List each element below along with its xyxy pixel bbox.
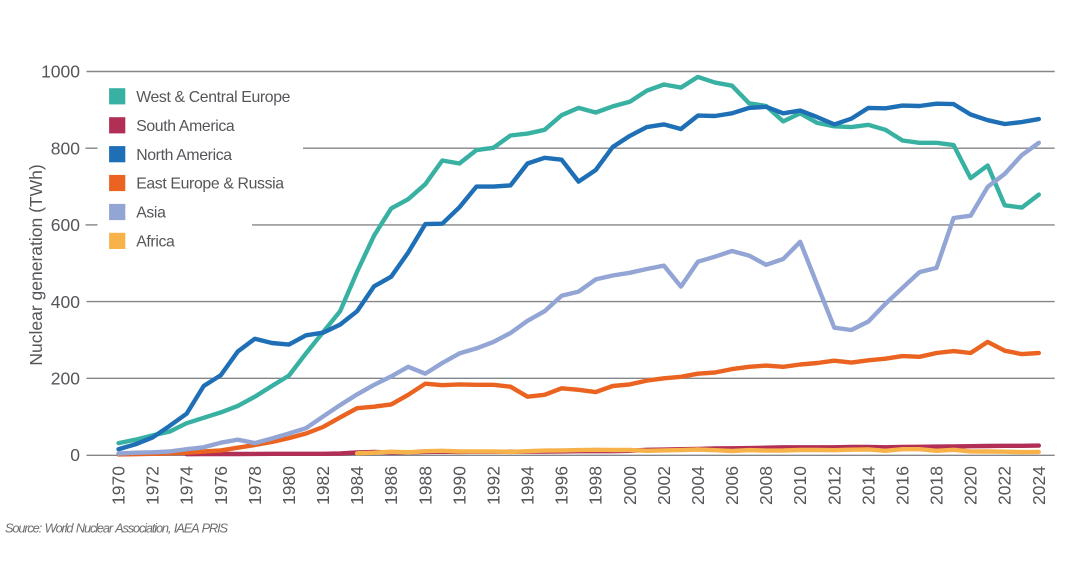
svg-text:600: 600 <box>51 215 80 235</box>
svg-text:Nuclear generation (TWh): Nuclear generation (TWh) <box>26 164 46 365</box>
svg-text:South America: South America <box>136 118 235 135</box>
svg-text:1996: 1996 <box>552 466 572 505</box>
svg-text:2012: 2012 <box>824 466 844 505</box>
svg-text:800: 800 <box>51 138 80 158</box>
svg-text:1998: 1998 <box>586 466 606 505</box>
svg-text:2016: 2016 <box>893 466 913 505</box>
svg-text:2000: 2000 <box>620 466 640 505</box>
svg-text:1992: 1992 <box>483 466 503 505</box>
svg-text:Asia: Asia <box>136 205 166 222</box>
svg-text:2024: 2024 <box>1029 466 1049 505</box>
svg-text:North America: North America <box>136 147 232 164</box>
svg-text:1982: 1982 <box>313 466 333 505</box>
svg-text:2014: 2014 <box>858 466 878 505</box>
svg-text:1990: 1990 <box>449 466 469 505</box>
svg-text:1970: 1970 <box>109 466 129 505</box>
svg-text:1974: 1974 <box>177 466 197 505</box>
svg-text:2018: 2018 <box>927 466 947 505</box>
svg-text:2004: 2004 <box>688 466 708 505</box>
svg-text:1994: 1994 <box>518 466 538 505</box>
svg-text:1980: 1980 <box>279 466 299 505</box>
svg-text:2008: 2008 <box>756 466 776 505</box>
svg-text:Africa: Africa <box>136 234 175 251</box>
svg-text:West & Central Europe: West & Central Europe <box>136 89 290 106</box>
svg-text:1986: 1986 <box>381 466 401 505</box>
svg-text:2022: 2022 <box>995 466 1015 505</box>
svg-text:2002: 2002 <box>654 466 674 505</box>
svg-text:1978: 1978 <box>245 466 265 505</box>
svg-text:Source: World Nuclear Associat: Source: World Nuclear Association, IAEA … <box>5 521 228 536</box>
svg-text:1984: 1984 <box>347 466 367 505</box>
svg-text:2020: 2020 <box>961 466 981 505</box>
svg-text:1972: 1972 <box>143 466 163 505</box>
svg-text:2006: 2006 <box>722 466 742 505</box>
svg-text:2010: 2010 <box>790 466 810 505</box>
svg-text:1988: 1988 <box>415 466 435 505</box>
svg-text:1000: 1000 <box>41 62 80 82</box>
svg-text:East Europe & Russia: East Europe & Russia <box>136 176 284 193</box>
svg-text:1976: 1976 <box>211 466 231 505</box>
svg-text:400: 400 <box>51 292 80 312</box>
svg-text:200: 200 <box>51 369 80 389</box>
svg-text:0: 0 <box>70 445 80 465</box>
